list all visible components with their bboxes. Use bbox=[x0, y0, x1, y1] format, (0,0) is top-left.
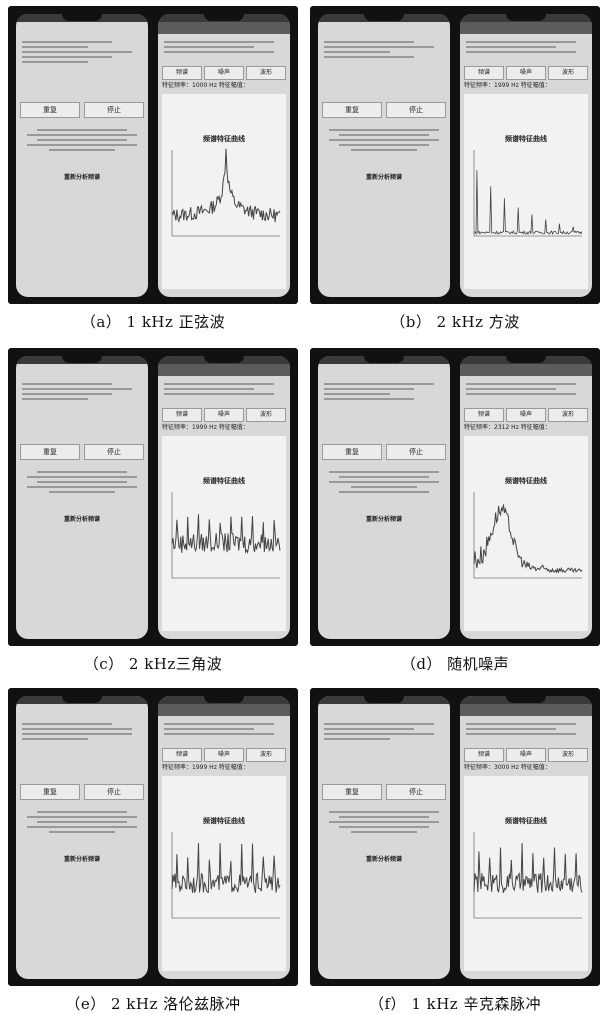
tab-noise[interactable]: 噪声 bbox=[204, 66, 244, 80]
plot-title: 频谱特征曲线 bbox=[505, 135, 547, 143]
reanalyze-link[interactable]: 重新分析频谱 bbox=[365, 174, 402, 181]
reanalyze-link[interactable]: 重新分析频谱 bbox=[365, 856, 402, 863]
reanalyze-link[interactable]: 重新分析频谱 bbox=[365, 516, 402, 523]
repeat-button[interactable]: 重复 bbox=[322, 784, 382, 800]
plot-axis bbox=[473, 492, 582, 579]
repeat-button[interactable]: 重复 bbox=[20, 444, 80, 460]
repeat-button[interactable]: 重复 bbox=[322, 102, 382, 118]
reanalyze-link[interactable]: 重新分析频谱 bbox=[63, 516, 100, 523]
panel-b: 重复 停止 重新分析频谱 频谱 噪声 波形 特征频率：1999 Hz 特征幅值：… bbox=[310, 6, 600, 331]
plot-title: 频谱特征曲线 bbox=[203, 817, 245, 825]
tab-wave[interactable]: 波形 bbox=[548, 748, 588, 762]
tab-spectrum[interactable]: 频谱 bbox=[464, 408, 504, 422]
tab-noise[interactable]: 噪声 bbox=[506, 408, 546, 422]
spectrum-curve bbox=[473, 843, 583, 894]
spectrum-curve bbox=[171, 514, 281, 554]
panel-d: 重复 停止 重新分析频谱 频谱 噪声 波形 特征频率：2312 Hz 特征幅值：… bbox=[310, 348, 600, 673]
stop-button[interactable]: 停止 bbox=[84, 444, 144, 460]
plot-title: 频谱特征曲线 bbox=[505, 817, 547, 825]
panel-f: 重复 停止 重新分析频谱 频谱 噪声 波形 特征频率：3000 Hz 特征幅值：… bbox=[310, 688, 600, 1013]
spectrum-plot bbox=[171, 492, 281, 579]
left-phone-a: 重复 停止 重新分析频谱 bbox=[16, 14, 148, 297]
tab-spectrum[interactable]: 频谱 bbox=[162, 748, 202, 762]
tab-noise[interactable]: 噪声 bbox=[204, 748, 244, 762]
stop-button[interactable]: 停止 bbox=[386, 784, 446, 800]
notch bbox=[62, 14, 102, 21]
caption-a: （a） 1 kHz 正弦波 bbox=[80, 313, 226, 331]
spectrum-curve bbox=[473, 170, 583, 236]
spectrum-curve bbox=[473, 504, 583, 574]
panel-e: 重复 停止 重新分析频谱 频谱 噪声 波形 特征频率：1999 Hz 特征幅值：… bbox=[8, 688, 298, 1013]
caption-c: （c） 2 kHz三角波 bbox=[83, 655, 223, 673]
plot-axis bbox=[473, 150, 582, 237]
tab-wave[interactable]: 波形 bbox=[246, 408, 286, 422]
photo-a: 重复 停止 重新分析频谱 频谱 噪声 波形 特征频率：1000 Hz 特征幅值：… bbox=[8, 6, 298, 304]
plot-title: 频谱特征曲线 bbox=[505, 477, 547, 485]
plot-axis bbox=[473, 832, 582, 919]
app-title-bar bbox=[158, 22, 290, 34]
right-phone-a: 频谱 噪声 波形 特征频率：1000 Hz 特征幅值： 频谱特征曲线 bbox=[158, 14, 290, 297]
reanalyze-link[interactable]: 重新分析频谱 bbox=[63, 174, 100, 181]
stop-button[interactable]: 停止 bbox=[386, 444, 446, 460]
spectrum-plot bbox=[171, 832, 281, 919]
spectrum-plot bbox=[473, 150, 583, 237]
tab-spectrum[interactable]: 频谱 bbox=[162, 408, 202, 422]
feature-readout: 特征频率：1999 Hz 特征幅值： bbox=[162, 424, 249, 431]
feature-readout: 特征频率：1000 Hz 特征幅值： bbox=[162, 82, 249, 89]
plot-axis bbox=[171, 832, 280, 919]
plot-card: 频谱特征曲线 bbox=[162, 94, 286, 289]
tab-noise[interactable]: 噪声 bbox=[506, 748, 546, 762]
panel-a: 重复 停止 重新分析频谱 频谱 噪声 波形 特征频率：1000 Hz 特征幅值：… bbox=[8, 6, 298, 331]
feature-readout: 特征频率：2312 Hz 特征幅值： bbox=[464, 424, 551, 431]
tab-wave[interactable]: 波形 bbox=[548, 66, 588, 80]
tab-spectrum[interactable]: 频谱 bbox=[464, 66, 504, 80]
plot-axis bbox=[171, 150, 280, 237]
reanalyze-link[interactable]: 重新分析频谱 bbox=[63, 856, 100, 863]
spectrum-curve bbox=[171, 843, 281, 894]
tab-noise[interactable]: 噪声 bbox=[506, 66, 546, 80]
stop-button[interactable]: 停止 bbox=[386, 102, 446, 118]
tab-noise[interactable]: 噪声 bbox=[204, 408, 244, 422]
feature-readout: 特征频率：1999 Hz 特征幅值： bbox=[464, 82, 551, 89]
repeat-button[interactable]: 重复 bbox=[322, 444, 382, 460]
plot-axis bbox=[171, 492, 280, 579]
tab-spectrum[interactable]: 频谱 bbox=[464, 748, 504, 762]
spectrum-plot bbox=[473, 492, 583, 579]
tab-wave[interactable]: 波形 bbox=[548, 408, 588, 422]
panel-c: 重复 停止 重新分析频谱 频谱 噪声 波形 特征频率：1999 Hz 特征幅值：… bbox=[8, 348, 298, 673]
stop-button[interactable]: 停止 bbox=[84, 784, 144, 800]
caption-f: （f） 1 kHz 辛克森脉冲 bbox=[369, 995, 541, 1013]
caption-e: （e） 2 kHz 洛伦兹脉冲 bbox=[65, 995, 241, 1013]
repeat-button[interactable]: 重复 bbox=[20, 784, 80, 800]
tab-spectrum[interactable]: 频谱 bbox=[162, 66, 202, 80]
feature-readout: 特征频率：1999 Hz 特征幅值： bbox=[162, 764, 249, 771]
caption-d: （d） 随机噪声 bbox=[400, 655, 510, 673]
repeat-button[interactable]: 重复 bbox=[20, 102, 80, 118]
caption-b: （b） 2 kHz 方波 bbox=[390, 313, 520, 331]
spectrum-plot bbox=[171, 148, 281, 237]
spectrum-curve bbox=[171, 148, 281, 224]
plot-title: 频谱特征曲线 bbox=[203, 135, 245, 143]
stop-button[interactable]: 停止 bbox=[84, 102, 144, 118]
feature-readout: 特征频率：3000 Hz 特征幅值： bbox=[464, 764, 551, 771]
plot-title: 频谱特征曲线 bbox=[203, 477, 245, 485]
tab-wave[interactable]: 波形 bbox=[246, 66, 286, 80]
tab-bar: 频谱 噪声 波形 bbox=[162, 66, 286, 80]
spectrum-plot bbox=[473, 832, 583, 919]
tab-wave[interactable]: 波形 bbox=[246, 748, 286, 762]
control-buttons: 重复 停止 bbox=[20, 102, 144, 118]
